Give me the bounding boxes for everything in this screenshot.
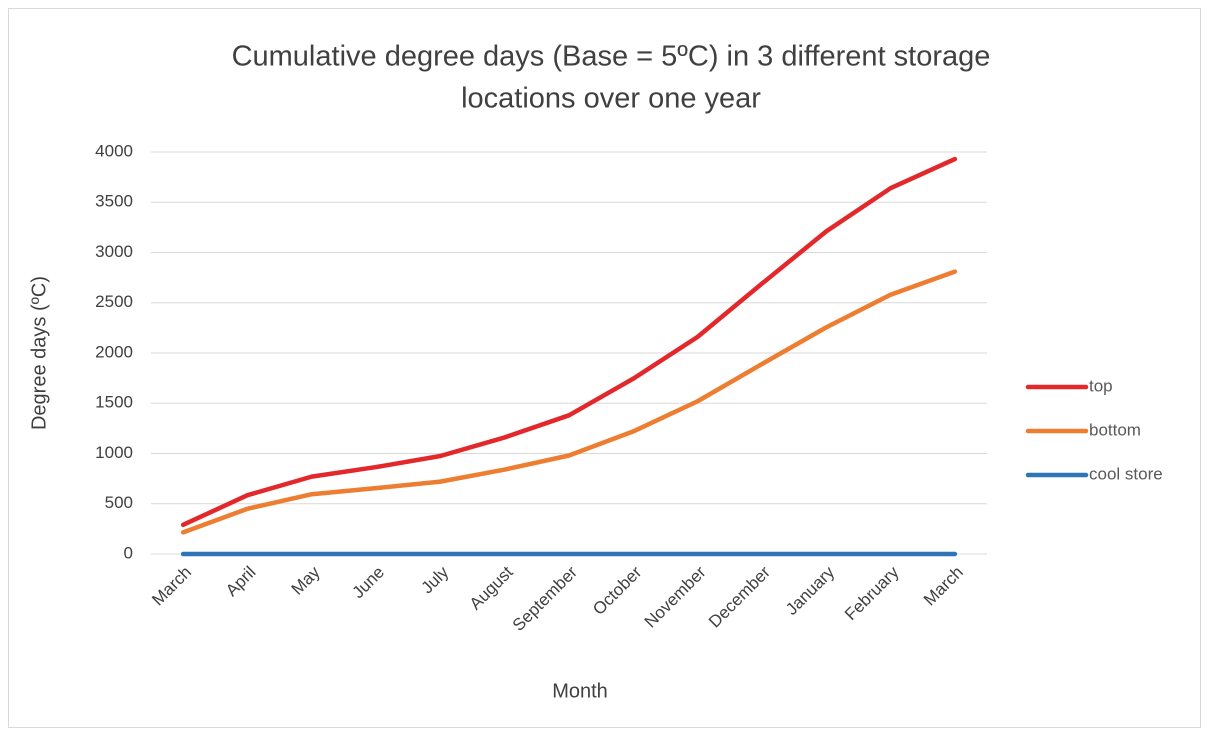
chart-border — [8, 8, 1201, 728]
y-tick-label: 1000 — [95, 443, 133, 462]
y-tick-label: 3000 — [95, 242, 133, 261]
y-tick-label: 4000 — [95, 141, 133, 160]
legend-label: cool store — [1089, 464, 1163, 483]
y-tick-label: 3500 — [95, 192, 133, 211]
y-tick-label: 1500 — [95, 393, 133, 412]
y-tick-label: 500 — [105, 493, 133, 512]
data-line — [180, 269, 958, 535]
legend-label: top — [1089, 376, 1113, 395]
y-tick-label: 2000 — [95, 342, 133, 361]
legend-label: bottom — [1089, 420, 1141, 439]
chart-title: Cumulative degree days (Base = 5ºC) in 3… — [232, 41, 991, 73]
y-axis-label: Degree days (ºC) — [28, 276, 50, 430]
y-tick-label: 0 — [124, 543, 133, 562]
data-line — [180, 156, 958, 528]
x-axis-label: Month — [552, 680, 608, 702]
y-tick-label: 2500 — [95, 292, 133, 311]
chart-title: locations over one year — [461, 83, 761, 115]
